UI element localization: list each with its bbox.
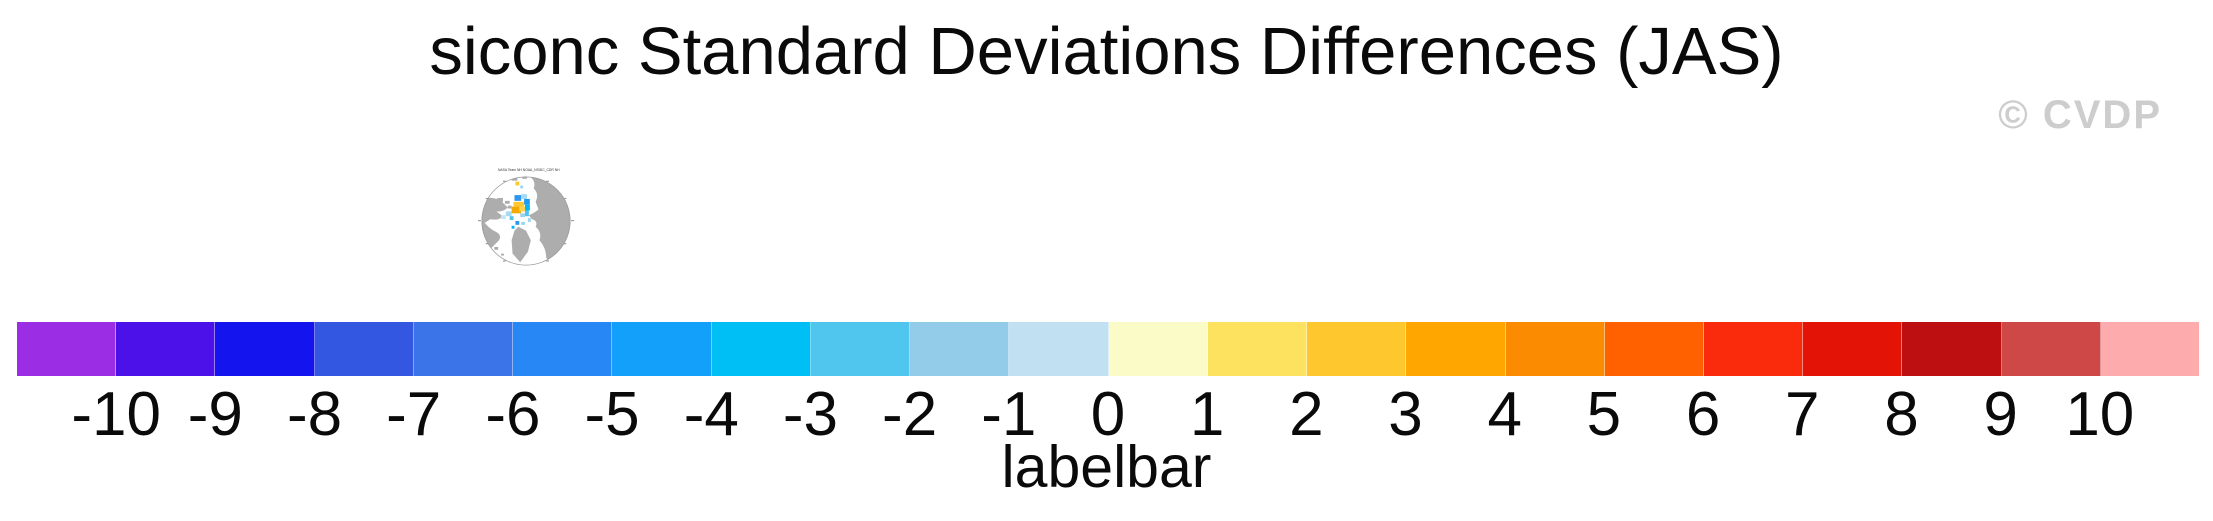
map-land-greenland xyxy=(511,226,531,263)
labelbar-tick-label: 1 xyxy=(1189,380,1225,449)
map-land-north-america xyxy=(481,197,508,248)
map-land-islands xyxy=(494,176,527,256)
labelbar: -10 -9 -8 -7 -6 -5 -4 -3 -2 -1 0 1 2 3 4 5 6 7 8 9 10 xyxy=(17,322,2200,512)
labelbar-color-box xyxy=(1604,322,1704,376)
labelbar-tick-label: -6 xyxy=(485,380,541,449)
labelbar-tick-label: -3 xyxy=(782,380,839,449)
labelbar-tick-label: -7 xyxy=(386,380,442,449)
labelbar-color-box xyxy=(711,322,811,376)
map-land-archipelago xyxy=(494,197,512,210)
labelbar-tick-label: 2 xyxy=(1289,380,1324,449)
labelbar-tick-label: 4 xyxy=(1487,380,1522,449)
figure-title: siconc Standard Deviations Differences (… xyxy=(429,14,1784,89)
map-grid-ticks xyxy=(478,180,574,262)
labelbar-color-box xyxy=(1803,322,1903,376)
labelbar-color-box xyxy=(116,322,216,376)
labelbar-color-row xyxy=(17,322,2200,376)
labelbar-color-box xyxy=(1207,322,1308,376)
labelbar-tick-label: 10 xyxy=(2065,380,2135,449)
labelbar-color-box xyxy=(1307,322,1407,376)
labelbar-color-box xyxy=(413,322,514,376)
map-land-eurasia xyxy=(528,176,571,266)
labelbar-color-box xyxy=(215,322,315,376)
labelbar-color-box xyxy=(1009,322,1109,376)
labelbar-tick-label: 9 xyxy=(1983,380,2018,449)
labelbar-tick-label: 7 xyxy=(1785,380,1820,449)
labelbar-color-box xyxy=(910,322,1010,376)
arctic-map-thumbnail-icon xyxy=(478,176,574,266)
map-outline xyxy=(481,176,571,266)
labelbar-color-box xyxy=(1902,322,2002,376)
cvdp-watermark: © CVDP xyxy=(1998,93,2162,137)
labelbar-color-box xyxy=(612,322,712,376)
labelbar-tick-label: 3 xyxy=(1388,380,1423,449)
labelbar-color-box xyxy=(1505,322,1605,376)
labelbar-tick-label: 5 xyxy=(1586,380,1622,449)
labelbar-tick-label: -10 xyxy=(71,380,161,449)
labelbar-color-box xyxy=(1108,322,1208,376)
labelbar-color-box xyxy=(17,322,117,376)
labelbar-color-box xyxy=(1406,322,1506,376)
labelbar-tick-label: -4 xyxy=(683,380,739,449)
labelbar-color-box xyxy=(513,322,613,376)
labelbar-tick-label: -8 xyxy=(286,380,343,449)
map-diff-patches xyxy=(501,181,531,229)
labelbar-color-box xyxy=(2001,322,2101,376)
map-panel-title: NASA Team NH NOAA_NSIDC_CDR NH xyxy=(498,168,560,172)
labelbar-tick-label: 6 xyxy=(1685,380,1721,449)
labelbar-tick-label: 8 xyxy=(1884,380,1919,449)
labelbar-tick-label: -2 xyxy=(882,380,938,449)
labelbar-tick-label: -5 xyxy=(584,380,640,449)
map-panel: NASA Team NH NOAA_NSIDC_CDR NH xyxy=(476,166,576,269)
labelbar-tick-label: 0 xyxy=(1090,380,1126,449)
labelbar-tick-label: -1 xyxy=(981,380,1037,449)
labelbar-color-box xyxy=(314,322,414,376)
labelbar-color-box xyxy=(1703,322,1804,376)
labelbar-color-box xyxy=(810,322,911,376)
labelbar-tick-label: -9 xyxy=(187,380,243,449)
labelbar-color-box xyxy=(2100,322,2200,376)
labelbar-caption: labelbar xyxy=(1001,434,1212,500)
